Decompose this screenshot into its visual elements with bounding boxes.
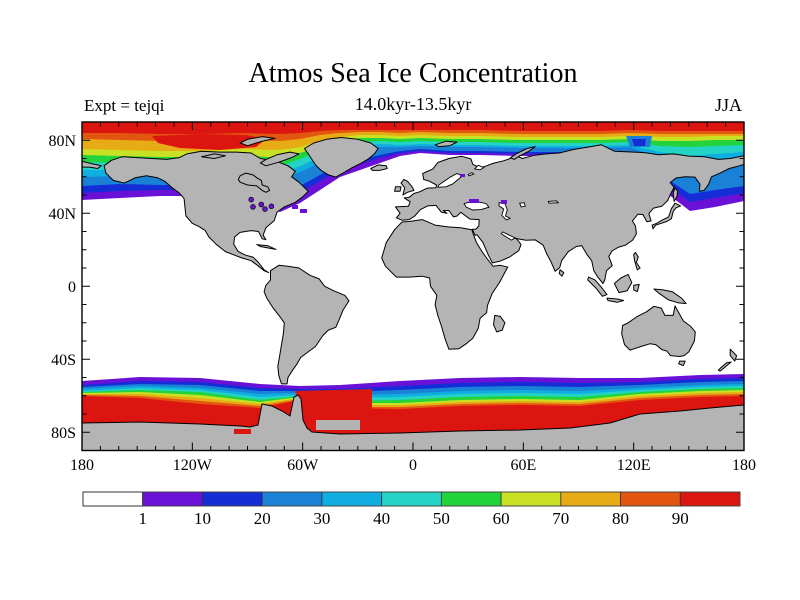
ice-speck-3 [300, 209, 307, 213]
colorbar-label: 40 [373, 509, 390, 528]
land-hudson-bay-outline [237, 172, 271, 193]
land-chukotka-wrap [82, 160, 102, 169]
experiment-label: Expt = tejqi [84, 96, 165, 115]
land-victoria-island [201, 153, 226, 159]
antarctic-ice-shelf [316, 420, 360, 430]
land-japan [651, 202, 682, 230]
colorbar-label: 60 [493, 509, 510, 528]
great-lake-1 [250, 204, 256, 210]
land-madagascar [493, 314, 506, 333]
land-sumatra [587, 276, 608, 297]
colorbar-cell-40-50 [381, 491, 442, 507]
land-philippines [633, 252, 641, 271]
lon-tick-label: 0 [409, 457, 417, 474]
colorbar-cell-1-10 [142, 491, 203, 507]
land-new-zealand-north [729, 348, 738, 362]
land-novaya-zemlya [510, 146, 536, 160]
land-antarctica [82, 394, 744, 451]
lat-tick-label: 80N [48, 133, 76, 150]
great-lake-2 [258, 201, 265, 208]
colorbar-cell-70-80 [560, 491, 621, 507]
lake-aral-sea [519, 202, 526, 208]
page-title: Atmos Sea Ice Concentration [248, 58, 578, 89]
land-great-britain [400, 179, 415, 196]
land-cuba [256, 244, 277, 250]
land-new-guinea [653, 288, 687, 305]
land-tasmania [678, 360, 686, 367]
land-sri-lanka [558, 269, 565, 277]
lon-tick-label: 180 [732, 457, 756, 474]
colorbar-outline [82, 491, 741, 507]
colorbar-cell-10-20 [202, 491, 263, 507]
ice-speck-0 [469, 199, 479, 203]
arctic-ice-patch-2 [632, 139, 646, 146]
lon-tick-label: 120W [173, 457, 213, 474]
ice-speck-1 [501, 200, 507, 204]
land-borneo [613, 273, 633, 294]
lat-tick-label: 40S [51, 352, 76, 369]
colorbar-label: 90 [672, 509, 689, 528]
subtitle-time-range: 14.0kyr-13.5kyr [354, 94, 472, 114]
great-lake-0 [248, 196, 254, 203]
antarctic-red-notch [234, 429, 251, 434]
colorbar-cell-90-100 [679, 491, 741, 507]
colorbar-label: 20 [254, 509, 271, 528]
land-south-america [263, 264, 350, 385]
land-eurasia [395, 144, 744, 284]
colorbar-cell-20-30 [261, 491, 323, 507]
lake-baltic-sea [437, 173, 464, 188]
lake-white-sea [473, 164, 485, 171]
ice-speck-4 [460, 174, 465, 177]
land-sakhalin [672, 187, 679, 202]
great-lake-4 [268, 203, 275, 210]
land-ireland [394, 186, 402, 192]
map-layers [82, 122, 744, 451]
colorbar-cell-0-1 [82, 491, 144, 507]
colorbar-label: 30 [313, 509, 330, 528]
land-australia [621, 305, 696, 357]
great-lake-3 [262, 206, 268, 212]
colorbar-cell-30-40 [321, 491, 383, 507]
land-sulawesi [633, 283, 640, 293]
land-svalbard [434, 140, 458, 148]
colorbar-label: 10 [194, 509, 211, 528]
lon-tick-label: 60E [510, 457, 536, 474]
arctic-ice-patch-0 [152, 134, 266, 150]
lake-lake-ladoga [467, 172, 475, 177]
colorbar-cell-80-90 [620, 491, 681, 507]
land-new-zealand-south [717, 361, 732, 372]
lat-tick-label: 80S [51, 425, 76, 442]
axis-ticks [81, 122, 745, 451]
colorbar-label: 50 [433, 509, 450, 528]
lon-tick-label: 60W [287, 457, 319, 474]
land-ellesmere-island [239, 136, 276, 147]
colorbar-cell-60-70 [500, 491, 562, 507]
lon-tick-label: 120E [617, 457, 651, 474]
lake-persian-gulf [500, 231, 517, 241]
season-label: JJA [714, 95, 742, 115]
lat-tick-label: 0 [68, 279, 76, 296]
colorbar-label: 80 [612, 509, 629, 528]
colorbar-label: 70 [552, 509, 569, 528]
colorbar: 1 10 20 30 40 50 60 70 80 90 [82, 491, 741, 528]
ice-speck-2 [292, 205, 298, 209]
lake-lake-balkhash [547, 200, 560, 204]
land-africa [381, 219, 509, 350]
land-baffin-island [259, 151, 300, 167]
land-java [606, 297, 625, 303]
land-iceland [370, 164, 388, 171]
land-greenland [304, 137, 379, 178]
lon-tick-label: 180 [70, 457, 94, 474]
colorbar-cell-50-60 [440, 491, 502, 507]
colorbar-label: 1 [138, 509, 147, 528]
lat-tick-label: 40N [48, 206, 76, 223]
lake-caspian-sea [498, 202, 512, 221]
